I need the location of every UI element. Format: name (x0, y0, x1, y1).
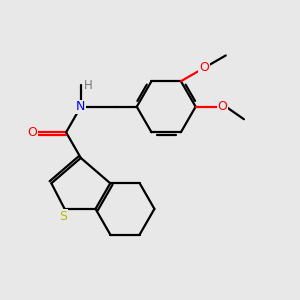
Text: O: O (27, 126, 37, 139)
Text: S: S (59, 210, 67, 223)
Text: N: N (76, 100, 86, 113)
Text: H: H (84, 79, 92, 92)
Text: O: O (199, 61, 209, 74)
Text: O: O (217, 100, 227, 113)
